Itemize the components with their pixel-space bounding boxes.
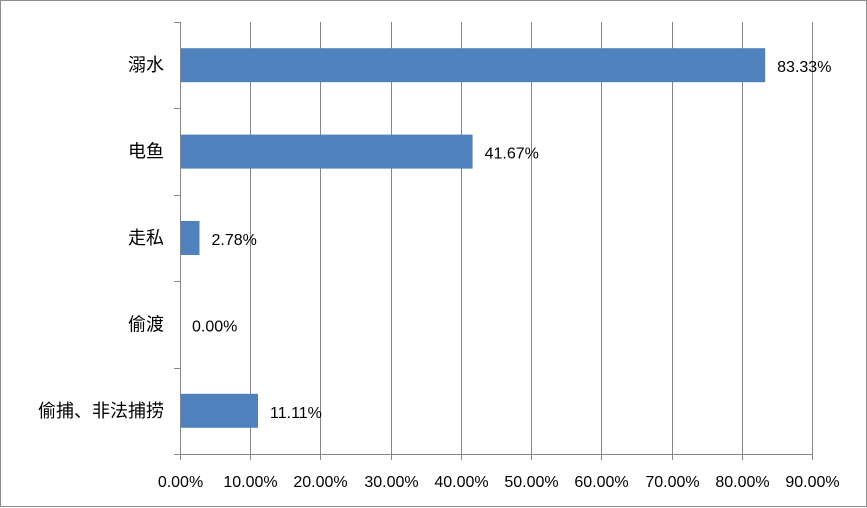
data-label: 2.78% [212,232,257,249]
data-label: 0.00% [192,318,237,335]
data-label: 11.11% [270,405,322,422]
x-tick-label: 90.00% [785,474,839,491]
x-tick-label: 20.00% [293,474,347,491]
bar [181,393,258,428]
x-tick-label: 70.00% [645,474,699,491]
x-tick-label: 60.00% [574,474,628,491]
x-tick-label: 40.00% [434,474,488,491]
category-label: 溺水 [128,55,164,76]
x-tick-label: 80.00% [715,474,769,491]
bar [181,221,200,255]
x-tick-label: 50.00% [504,474,558,491]
data-label: 83.33% [777,59,831,76]
category-label: 偷渡 [128,314,164,335]
bar [181,134,473,169]
category-label: 走私 [128,228,164,249]
category-label: 偷捕、非法捕捞 [38,401,164,422]
bar [181,48,766,83]
category-label: 电鱼 [128,142,164,163]
x-tick-label: 0.00% [158,474,203,491]
data-label: 41.67% [485,146,539,163]
x-tick-label: 10.00% [223,474,277,491]
x-tick-label: 30.00% [364,474,418,491]
